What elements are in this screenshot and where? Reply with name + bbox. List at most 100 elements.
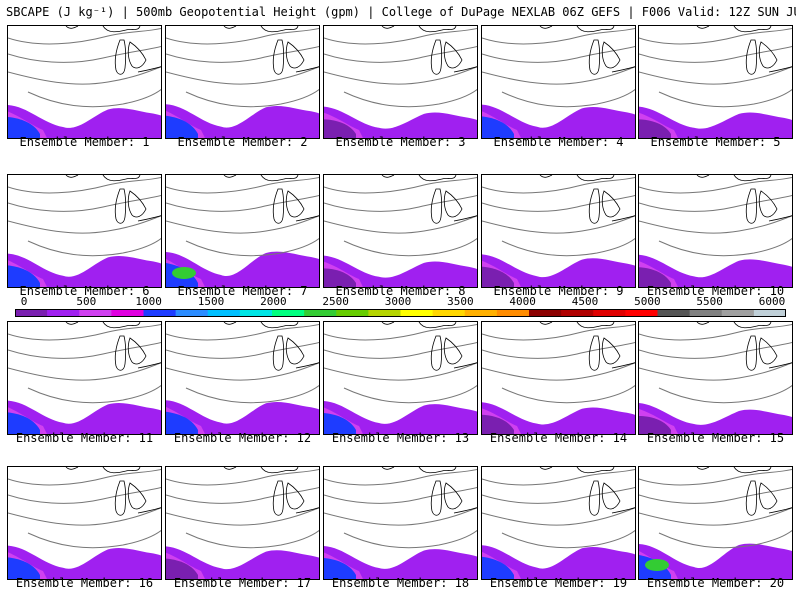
ensemble-map-panel [323,466,478,580]
cape-fill-purple [639,106,792,138]
colorbar-swatch [15,309,48,317]
colorbar-frame [15,309,786,317]
lake-michigan-outline [114,39,127,75]
border-outline [381,467,395,470]
height-contour-line [639,215,792,234]
panel-map-svg [482,467,635,579]
height-contour-line [658,237,792,257]
ensemble-map-panel [638,466,793,580]
panel-map-svg [8,175,161,287]
lake-huron-outline [127,337,147,365]
lake-michigan-outline [114,480,127,516]
lake-erie-outline [453,362,477,369]
height-contour-line [324,341,477,359]
lake-huron-outline [758,337,778,365]
height-contour-line [8,468,161,486]
lake-erie-outline [768,362,792,369]
ensemble-member-label: Ensemble Member: 19 [489,576,628,590]
panel-map-svg [639,322,792,434]
height-contour-line [27,88,161,108]
height-contour-line [8,323,161,341]
colorbar-swatch [239,309,273,317]
lake-superior-outline [576,467,615,474]
lake-superior-outline [733,26,772,33]
ensemble-member-label: Ensemble Member: 14 [489,431,628,445]
cape-fill-blue [166,411,198,434]
cape-fill-purple [8,545,161,579]
lake-superior-outline [102,175,141,182]
height-contour-line [482,194,635,212]
cape-fill-purple [639,403,792,434]
lake-superior-outline [260,322,299,329]
colorbar-swatch [689,309,723,317]
lake-michigan-outline [272,480,285,516]
lake-michigan-outline [745,39,758,75]
height-contour-line [27,237,161,257]
lake-erie-outline [453,507,477,514]
height-contour-line [166,468,319,486]
cape-fill-blue [482,556,514,579]
colorbar-tick-label: 500 [76,295,97,308]
cape-fill-blue [8,412,40,434]
cape-fill-blue [324,119,356,138]
height-contour-line [324,323,477,341]
ensemble-member-label: Ensemble Member: 2 [177,135,308,149]
cape-fill-purple [482,104,635,138]
colorbar-swatch [304,309,337,317]
ensemble-member-label: Ensemble Member: 15 [646,431,785,445]
border-outline [696,322,710,325]
cape-fill-blue [482,414,514,434]
lake-superior-outline [418,322,457,329]
cape-fill-purple [8,253,161,287]
lake-michigan-outline [745,335,758,371]
lake-michigan-outline [430,188,443,224]
colorbar-swatch [561,309,594,317]
ensemble-map-panel [7,466,162,580]
height-contour-line [324,215,477,234]
lake-huron-outline [758,190,778,218]
lake-erie-outline [295,66,319,73]
lake-erie-outline [295,507,319,514]
height-contour-line [8,194,161,212]
colorbar-swatch [336,309,369,317]
ensemble-map-panel [481,25,636,139]
lake-michigan-outline [588,335,601,371]
lake-erie-outline [295,215,319,222]
colorbar-swatch [753,309,786,317]
colorbar-tick-label: 4000 [509,295,536,308]
lake-huron-outline [127,482,147,510]
height-contour-line [166,362,319,381]
lake-superior-outline [418,26,457,33]
colorbar-swatch [79,309,112,317]
height-contour-line [639,45,792,63]
lake-michigan-outline [114,335,127,371]
lake-huron-outline [443,41,463,69]
ensemble-map-panel [7,321,162,435]
height-contour-line [639,27,792,45]
ensemble-member-label: Ensemble Member: 5 [650,135,781,149]
height-contour-line [8,45,161,63]
cape-fill-blue [166,558,198,579]
lake-erie-outline [137,362,161,369]
panel-map-svg [8,322,161,434]
lake-superior-outline [102,322,141,329]
height-contour-line [185,384,319,404]
lake-erie-outline [768,215,792,222]
border-outline [65,175,79,178]
height-contour-line [482,27,635,45]
height-contour-line [8,507,161,526]
ensemble-member-label: Ensemble Member: 9 [493,284,624,298]
lake-michigan-outline [430,39,443,75]
panel-map-svg [166,467,319,579]
cape-fill-blue [324,413,356,434]
lake-superior-outline [576,26,615,33]
lake-huron-outline [601,190,621,218]
ensemble-member-label: Ensemble Member: 1 [19,135,150,149]
lake-michigan-outline [272,39,285,75]
colorbar-tick-label: 3500 [447,295,474,308]
border-outline [539,175,553,178]
lake-michigan-outline [430,335,443,371]
lake-superior-outline [576,322,615,329]
colorbar-swatch [432,309,466,317]
cape-fill-purple [639,543,792,579]
